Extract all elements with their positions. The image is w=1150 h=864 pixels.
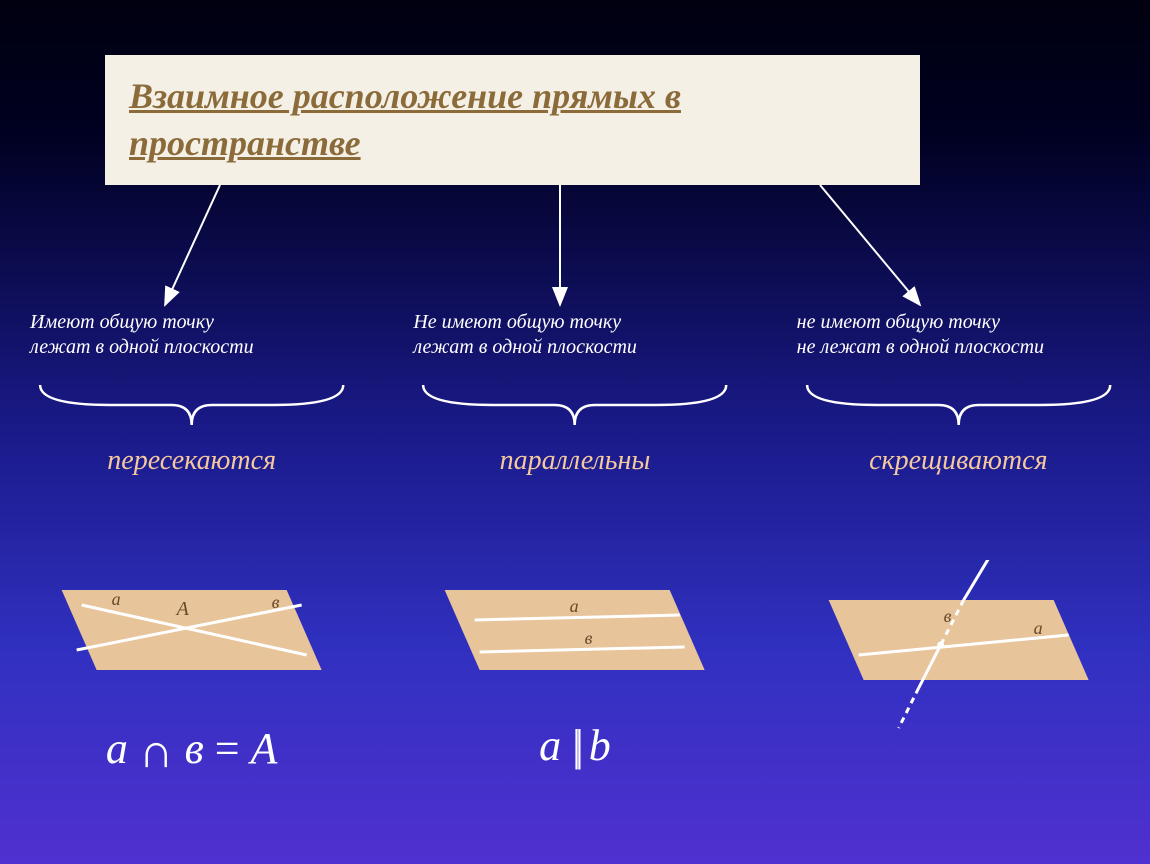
columns-container: Имеют общую точку лежат в одной плоскост…: [0, 310, 1150, 477]
category-intersect: пересекаются: [0, 445, 383, 477]
formula-intersect: a ∩ в = A: [0, 720, 383, 775]
category-skew: скрещиваются: [767, 445, 1150, 477]
desc-line: Не имеют общую точку: [413, 310, 736, 335]
desc-parallel: Не имеют общую точку лежат в одной плоск…: [383, 310, 766, 360]
brace: [413, 380, 736, 440]
column-intersect: Имеют общую точку лежат в одной плоскост…: [0, 310, 383, 477]
label-a: а: [1033, 618, 1042, 638]
column-parallel: Не имеют общую точку лежат в одной плоск…: [383, 310, 766, 477]
diagram-parallel: а в: [383, 560, 766, 710]
title-box: Взаимное расположение прямых в пространс…: [105, 55, 920, 185]
desc-line: лежат в одной плоскости: [413, 335, 736, 360]
desc-line: лежат в одной плоскости: [30, 335, 353, 360]
diagram-skew: в а: [767, 560, 1150, 710]
column-skew: не имеют общую точку не лежат в одной пл…: [767, 310, 1150, 477]
label-A: А: [175, 598, 190, 620]
label-a: а: [570, 596, 579, 616]
desc-line: Имеют общую точку: [30, 310, 353, 335]
formula-intersect-cell: a ∩ в = A: [0, 720, 383, 775]
category-parallel: параллельны: [383, 445, 766, 477]
diagram-row: а А в а в в а: [0, 560, 1150, 710]
brace: [30, 380, 353, 440]
formula-row: a ∩ в = A a || b: [0, 720, 1150, 775]
label-a: а: [112, 589, 121, 609]
formula-parallel: a || b: [383, 720, 766, 771]
desc-line: не лежат в одной плоскости: [797, 335, 1120, 360]
label-b: в: [585, 628, 593, 648]
diagram-intersect: а А в: [0, 560, 383, 710]
arrows: [0, 185, 1150, 315]
desc-intersect: Имеют общую точку лежат в одной плоскост…: [0, 310, 383, 360]
formula-parallel-cell: a || b: [383, 720, 766, 775]
formula-skew-cell: [767, 720, 1150, 775]
title-text: Взаимное расположение прямых в пространс…: [129, 73, 896, 167]
label-b: в: [943, 606, 951, 626]
brace: [797, 380, 1120, 440]
desc-line: не имеют общую точку: [797, 310, 1120, 335]
desc-skew: не имеют общую точку не лежат в одной пл…: [767, 310, 1150, 360]
label-b: в: [272, 592, 280, 612]
